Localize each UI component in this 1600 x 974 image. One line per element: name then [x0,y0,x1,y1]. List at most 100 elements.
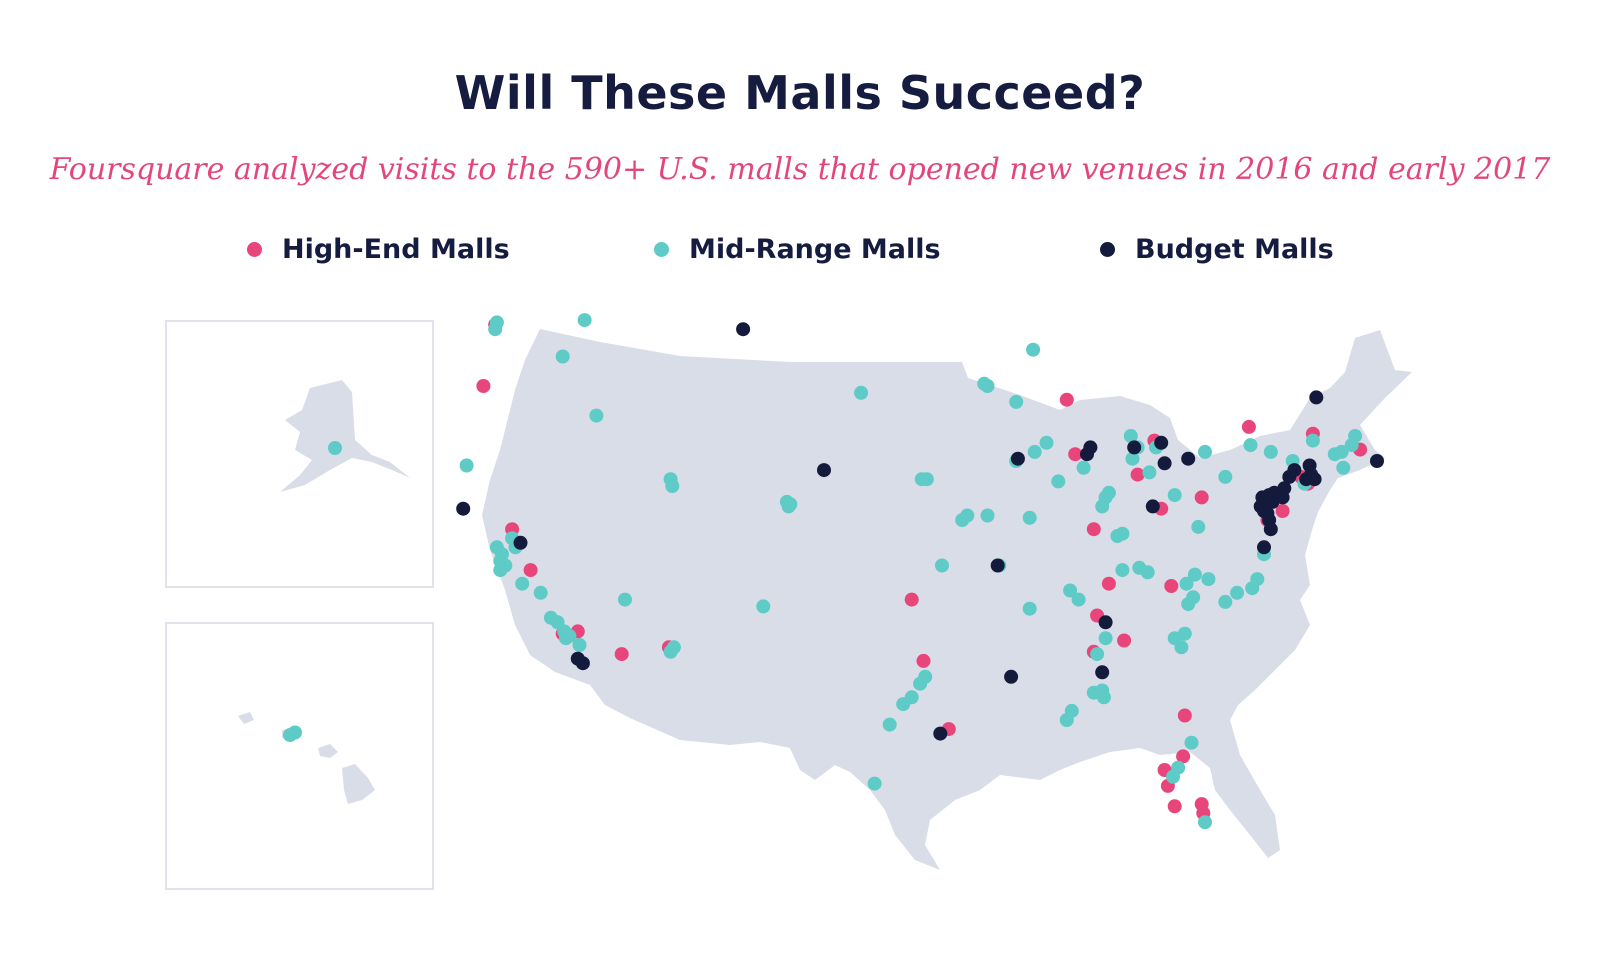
mid-range-mall-marker [1009,394,1024,409]
budget-mall-markers [456,322,1384,741]
mid-range-mall-marker [533,585,548,600]
mid-range-mall-markers [283,313,1363,830]
high-end-mall-marker [476,379,491,393]
mid-range-mall-marker [1027,444,1042,459]
budget-mall-marker [933,726,948,741]
high-end-mall-marker [1059,392,1074,407]
mid-range-mall-marker [459,458,474,473]
mid-range-mall-marker [1125,451,1140,466]
high-end-mall-marker [1177,708,1192,723]
mid-range-mall-marker [328,441,342,455]
high-end-mall-marker [1117,633,1132,648]
mid-range-mall-marker [854,385,869,400]
budget-mall-marker [1145,499,1160,514]
high-end-mall-marker [1164,579,1179,593]
alaska-shape [280,380,410,492]
legend-item-budget: Budget Malls [1100,234,1334,265]
hawaii-kauai-shape [238,712,254,724]
mid-range-mall-marker [1123,429,1138,443]
mid-range-mall-marker [1142,465,1157,480]
legend-label-budget: Budget Malls [1135,234,1334,265]
budget-mall-marker [1257,540,1271,555]
high-end-mall-marker [1241,419,1256,434]
mid-range-mall-marker [1184,735,1199,750]
mid-range-mall-marker [1076,460,1091,475]
high-end-mall-marker [1275,504,1290,518]
mid-range-mall-marker [1039,435,1054,450]
mid-range-mall-marker [977,376,992,391]
mid-range-mall-marker [882,717,897,732]
mid-range-mall-marker [1243,438,1258,453]
contiguous-us-shape [482,329,1412,870]
mid-range-mall-marker [1218,594,1233,609]
mid-range-mall-marker [1063,583,1078,598]
hawaii-big-island-shape [342,764,375,804]
budget-mall-marker [456,501,471,516]
mid-range-mall-marker [919,472,934,487]
budget-mall-marker [736,322,751,337]
mid-range-mall-marker [1191,519,1206,534]
budget-mall-marker [817,463,831,478]
mid-range-mall-marker [1263,444,1278,459]
alaska-inset-frame [165,320,434,588]
high-end-mall-marker [1086,522,1101,537]
budget-mall-marker [513,535,528,550]
mid-range-mall-marker [1198,815,1212,830]
budget-mall-marker [1299,472,1314,487]
mid-range-mall-marker [515,576,530,591]
high-end-mall-marker [904,592,919,607]
legend-label-high-end: High-End Malls [282,234,510,265]
mid-range-mall-marker [1245,581,1260,596]
mid-range-mall-marker [577,313,592,328]
budget-mall-marker [1004,669,1019,684]
high-end-mall-marker [916,653,931,668]
high-end-mall-marker [1194,490,1209,505]
budget-mall-marker [1127,440,1142,455]
mid-range-mall-marker [618,592,632,607]
budget-mall-marker [1080,447,1094,462]
mid-range-mall-marker [1187,567,1202,582]
high-end-mall-marker [523,563,538,578]
budget-mall-marker [1282,469,1297,484]
page-title: Will These Malls Succeed? [454,66,1146,120]
mid-range-mall-marker [783,497,798,512]
high-end-mall-marker [1176,749,1191,764]
mid-range-mall-marker [1022,601,1037,616]
budget-mall-marker [1309,390,1324,405]
mid-range-mall-marker [1334,444,1349,459]
legend-label-mid-range: Mid-Range Malls [689,234,941,265]
mid-range-mall-marker [1022,510,1037,525]
mid-range-mall-marker [665,479,680,493]
budget-mall-marker [1263,522,1278,537]
mid-range-mall-marker [1166,769,1180,784]
mid-range-mall-marker [1026,342,1041,357]
budget-mall-marker [1181,451,1196,466]
mid-range-mall-marker [1071,592,1086,607]
mid-range-mall-marker [288,725,302,740]
mid-range-mall-marker [589,408,604,423]
mid-range-mall-marker [1181,597,1196,612]
mid-range-mall-marker [1230,585,1245,600]
mid-range-mall-marker [1115,526,1130,541]
mid-range-mall-marker [1167,488,1182,503]
legend-dot-budget [1100,242,1115,257]
budget-mall-marker [1154,435,1169,450]
mid-range-mall-marker [756,599,771,614]
mid-range-mall-marker [935,558,949,573]
hawaii-maui-shape [318,744,338,758]
budget-mall-marker [1370,454,1384,468]
mid-range-mall-marker [1059,713,1074,727]
land-layer [238,329,1412,870]
mid-range-mall-marker [913,676,928,691]
high-end-mall-marker [1101,576,1116,591]
mid-range-mall-marker [489,315,504,330]
mid-range-mall-marker [1344,438,1359,453]
legend-item-mid-range: Mid-Range Malls [654,234,941,265]
budget-mall-marker [1010,451,1025,466]
mid-range-mall-marker [1218,469,1233,484]
mid-range-mall-marker [1115,563,1130,578]
legend-dot-high-end [247,242,262,257]
mid-range-mall-marker [489,540,504,555]
mid-range-mall-marker [1098,631,1113,646]
